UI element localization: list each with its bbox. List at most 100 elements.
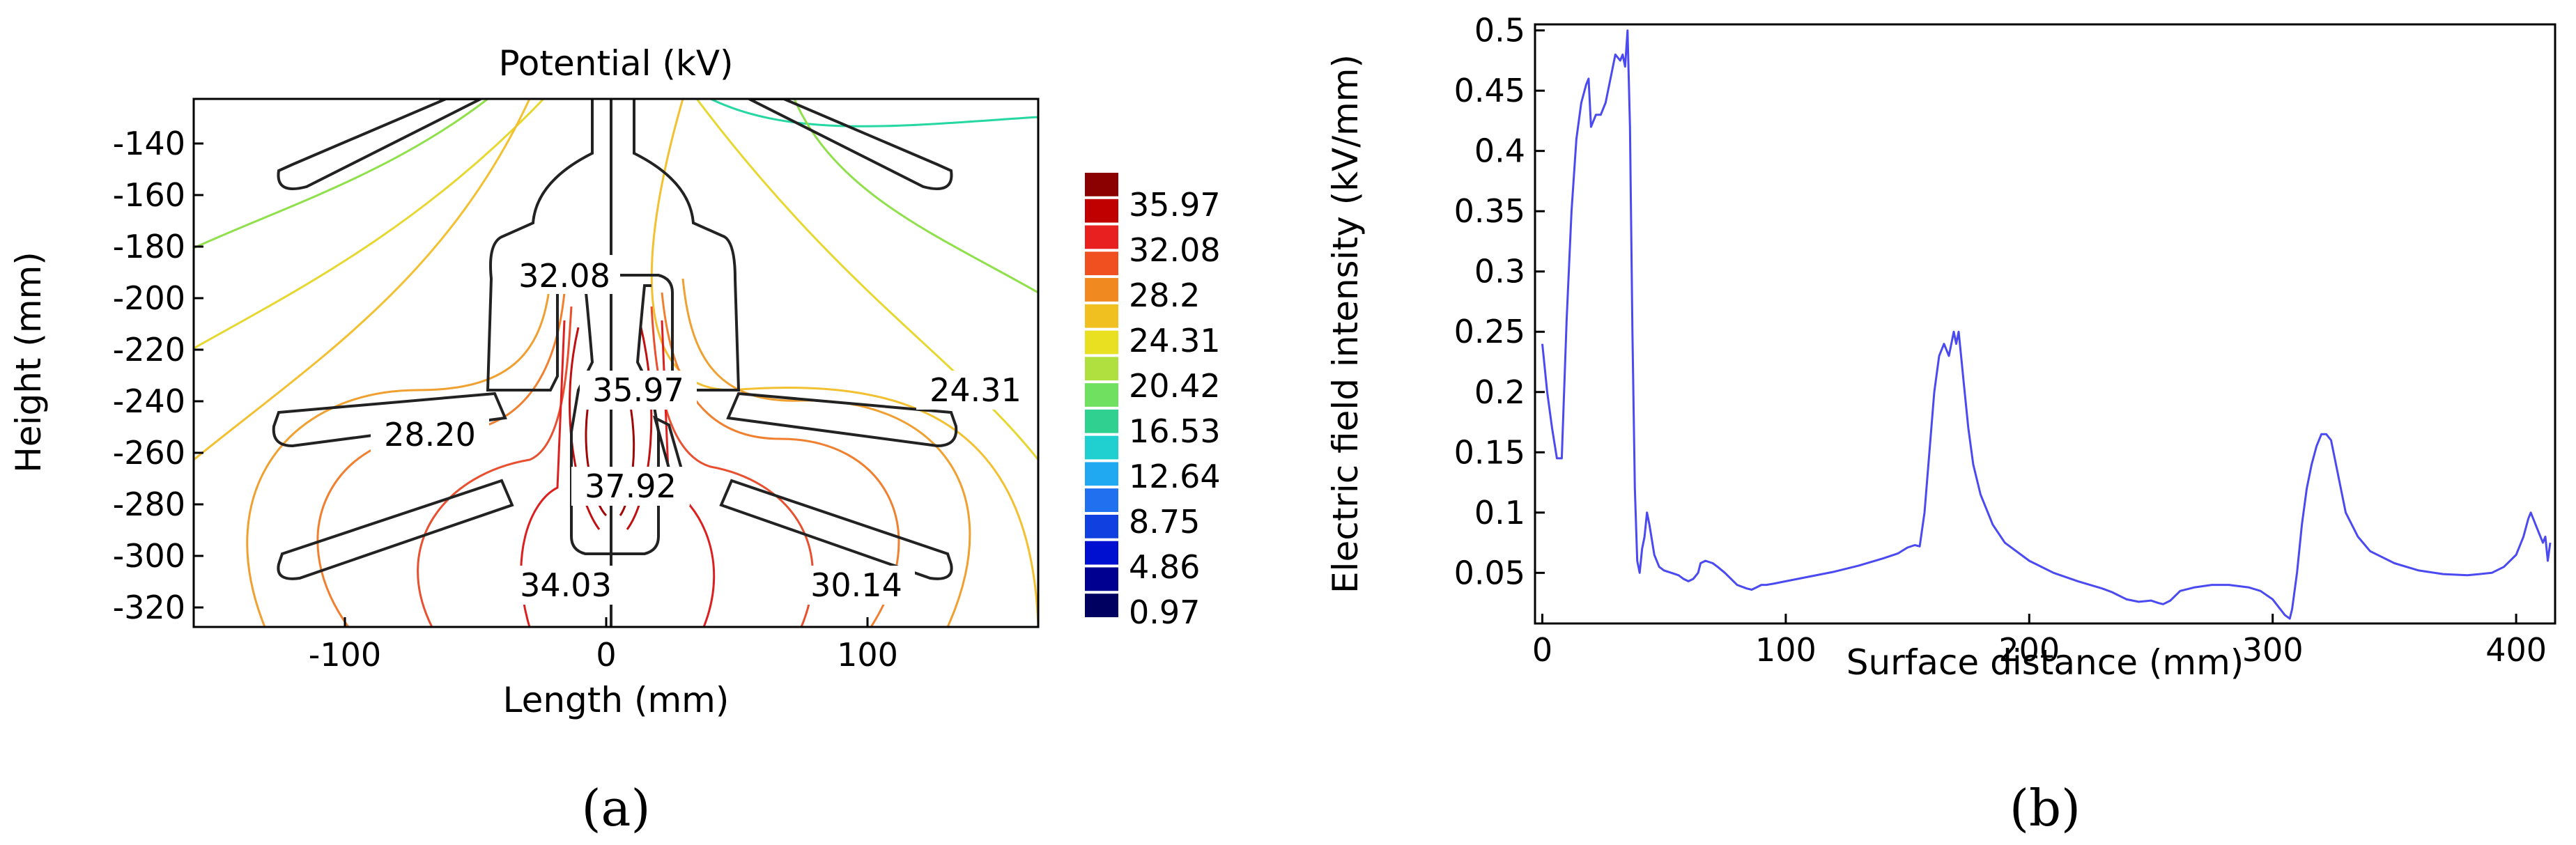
panel-a-y-label: Height (mm) — [8, 251, 49, 473]
colorbar: 35.97 32.08 28.2 24.31 20.42 16.53 12.64… — [1085, 173, 1221, 631]
colorbar-swatch — [1085, 567, 1118, 591]
contour-line-orange-1 — [246, 278, 552, 627]
y-tick-label: 0.45 — [1454, 72, 1525, 109]
y-tick-label: -260 — [113, 434, 185, 472]
colorbar-swatch — [1085, 462, 1118, 486]
colorbar-swatch — [1085, 330, 1118, 355]
y-tick-label: 0.25 — [1454, 313, 1525, 350]
colorbar-label: 8.75 — [1129, 503, 1200, 541]
contour-line-red-1 — [417, 306, 573, 627]
contour-label-37.92: 37.92 — [585, 467, 677, 505]
colorbar-swatch — [1085, 304, 1118, 328]
panel-a-x-axis: -100 0 100 Length (mm) — [309, 617, 898, 720]
colorbar-swatch — [1085, 488, 1118, 512]
contour-line-red-2 — [650, 306, 814, 627]
colorbar-swatches — [1085, 173, 1118, 617]
colorbar-swatch — [1085, 225, 1118, 249]
colorbar-label: 12.64 — [1129, 458, 1221, 495]
colorbar-swatch — [1085, 409, 1118, 433]
colorbar-swatch — [1085, 278, 1118, 302]
colorbar-swatch — [1085, 383, 1118, 407]
panel-a-y-axis: -140 -160 -180 -200 -220 -240 -260 -280 … — [8, 125, 203, 626]
panel-a-caption: (a) — [581, 779, 650, 837]
label-bg-7 — [798, 566, 915, 605]
y-tick-label: -180 — [113, 228, 185, 265]
label-bg-5 — [571, 467, 690, 506]
y-tick-label: 0.4 — [1474, 132, 1525, 170]
x-tick-label: -100 — [309, 636, 381, 674]
panel-b-frame — [1534, 23, 2556, 625]
label-bg-3 — [916, 371, 1035, 410]
colorbar-swatch — [1085, 199, 1118, 223]
label-bg-4 — [371, 415, 489, 454]
label-bg-1 — [509, 255, 620, 294]
panel-b-axes: 0 100 200 300 400 0.05 0.1 0.15 0.2 0.25 0.3 0.35 0.… — [1454, 12, 2547, 669]
x-tick-label: 100 — [837, 636, 898, 674]
colorbar-swatch — [1085, 594, 1118, 617]
panel-b-x-label: Surface distance (mm) — [1846, 642, 2244, 683]
y-tick-label: 0.5 — [1474, 12, 1525, 49]
contour-line-yellow-left — [194, 99, 545, 350]
contour-label-28.20: 28.20 — [384, 416, 476, 453]
y-tick-label: -280 — [113, 486, 185, 523]
contour-label-32.08: 32.08 — [518, 257, 610, 295]
x-tick-label: 200 — [1998, 631, 2060, 669]
contour-label-24.31: 24.31 — [930, 371, 1021, 409]
label-bg-6 — [507, 566, 624, 605]
panel-a-title: Potential (kV) — [498, 43, 733, 84]
colorbar-label: 32.08 — [1129, 231, 1221, 269]
contour-line-orange-4 — [661, 292, 900, 627]
y-tick-label: 0.3 — [1474, 253, 1525, 290]
colorbar-label: 24.31 — [1129, 322, 1221, 359]
y-tick-label: -200 — [113, 279, 185, 317]
colorbar-label: 28.2 — [1129, 277, 1200, 314]
x-tick-label: 0 — [1532, 631, 1552, 669]
contour-line-green — [194, 99, 488, 249]
x-tick-label: 400 — [2485, 631, 2547, 669]
y-tick-label: 0.1 — [1474, 494, 1525, 532]
contour-line-amber-right — [650, 99, 1038, 627]
contour-line-red-5 — [569, 327, 653, 530]
x-tick-label: 300 — [2242, 631, 2304, 669]
y-tick-label: 0.15 — [1454, 433, 1525, 471]
contour-line-green-right — [793, 99, 1038, 294]
y-tick-label: -140 — [113, 125, 185, 162]
y-tick-label: 0.2 — [1474, 373, 1525, 411]
x-tick-label: 0 — [596, 636, 616, 674]
contour-label-35.97: 35.97 — [592, 371, 684, 409]
y-tick-label: -160 — [113, 176, 185, 214]
x-tick-label: 100 — [1755, 631, 1817, 669]
panel-b: 0 100 200 300 400 0.05 0.1 0.15 0.2 0.25 0.3 0.35 0.… — [1325, 12, 2556, 837]
colorbar-swatch — [1085, 435, 1118, 460]
colorbar-swatch — [1085, 541, 1118, 565]
contour-line-amber-left — [194, 99, 531, 461]
contour-line-outer — [710, 99, 1038, 127]
contour-label-34.03: 34.03 — [520, 566, 612, 604]
contour-line-yellow-right — [695, 99, 1038, 460]
contour-plot-area: 32.08 35.97 24.31 28.20 37.92 34.03 30.1… — [194, 99, 1038, 627]
colorbar-label: 4.86 — [1129, 548, 1200, 586]
colorbar-label: 16.53 — [1129, 412, 1221, 450]
field-intensity-line — [1541, 29, 2552, 620]
y-tick-label: -320 — [113, 589, 185, 626]
panel-a-frame — [192, 98, 1040, 628]
y-tick-label: -240 — [113, 382, 185, 420]
y-tick-label: 0.35 — [1454, 192, 1525, 230]
colorbar-swatch — [1085, 173, 1118, 196]
panel-b-caption: (b) — [2010, 779, 2081, 837]
colorbar-label: 35.97 — [1129, 186, 1221, 224]
panel-a-x-label: Length (mm) — [503, 680, 730, 720]
colorbar-swatch — [1085, 357, 1118, 381]
colorbar-swatch — [1085, 514, 1118, 538]
label-bg-2 — [580, 371, 697, 410]
panel-b-y-label: Electric field intensity (kV/mm) — [1325, 54, 1366, 594]
panel-a: Potential (kV) — [8, 43, 1221, 837]
colorbar-label: 20.42 — [1129, 367, 1221, 405]
y-tick-label: -300 — [113, 537, 185, 575]
colorbar-label: 0.97 — [1129, 594, 1200, 631]
y-tick-label: -220 — [113, 331, 185, 369]
electrode-geometry — [272, 99, 958, 627]
y-tick-label: 0.05 — [1454, 554, 1525, 591]
colorbar-swatch — [1085, 251, 1118, 276]
